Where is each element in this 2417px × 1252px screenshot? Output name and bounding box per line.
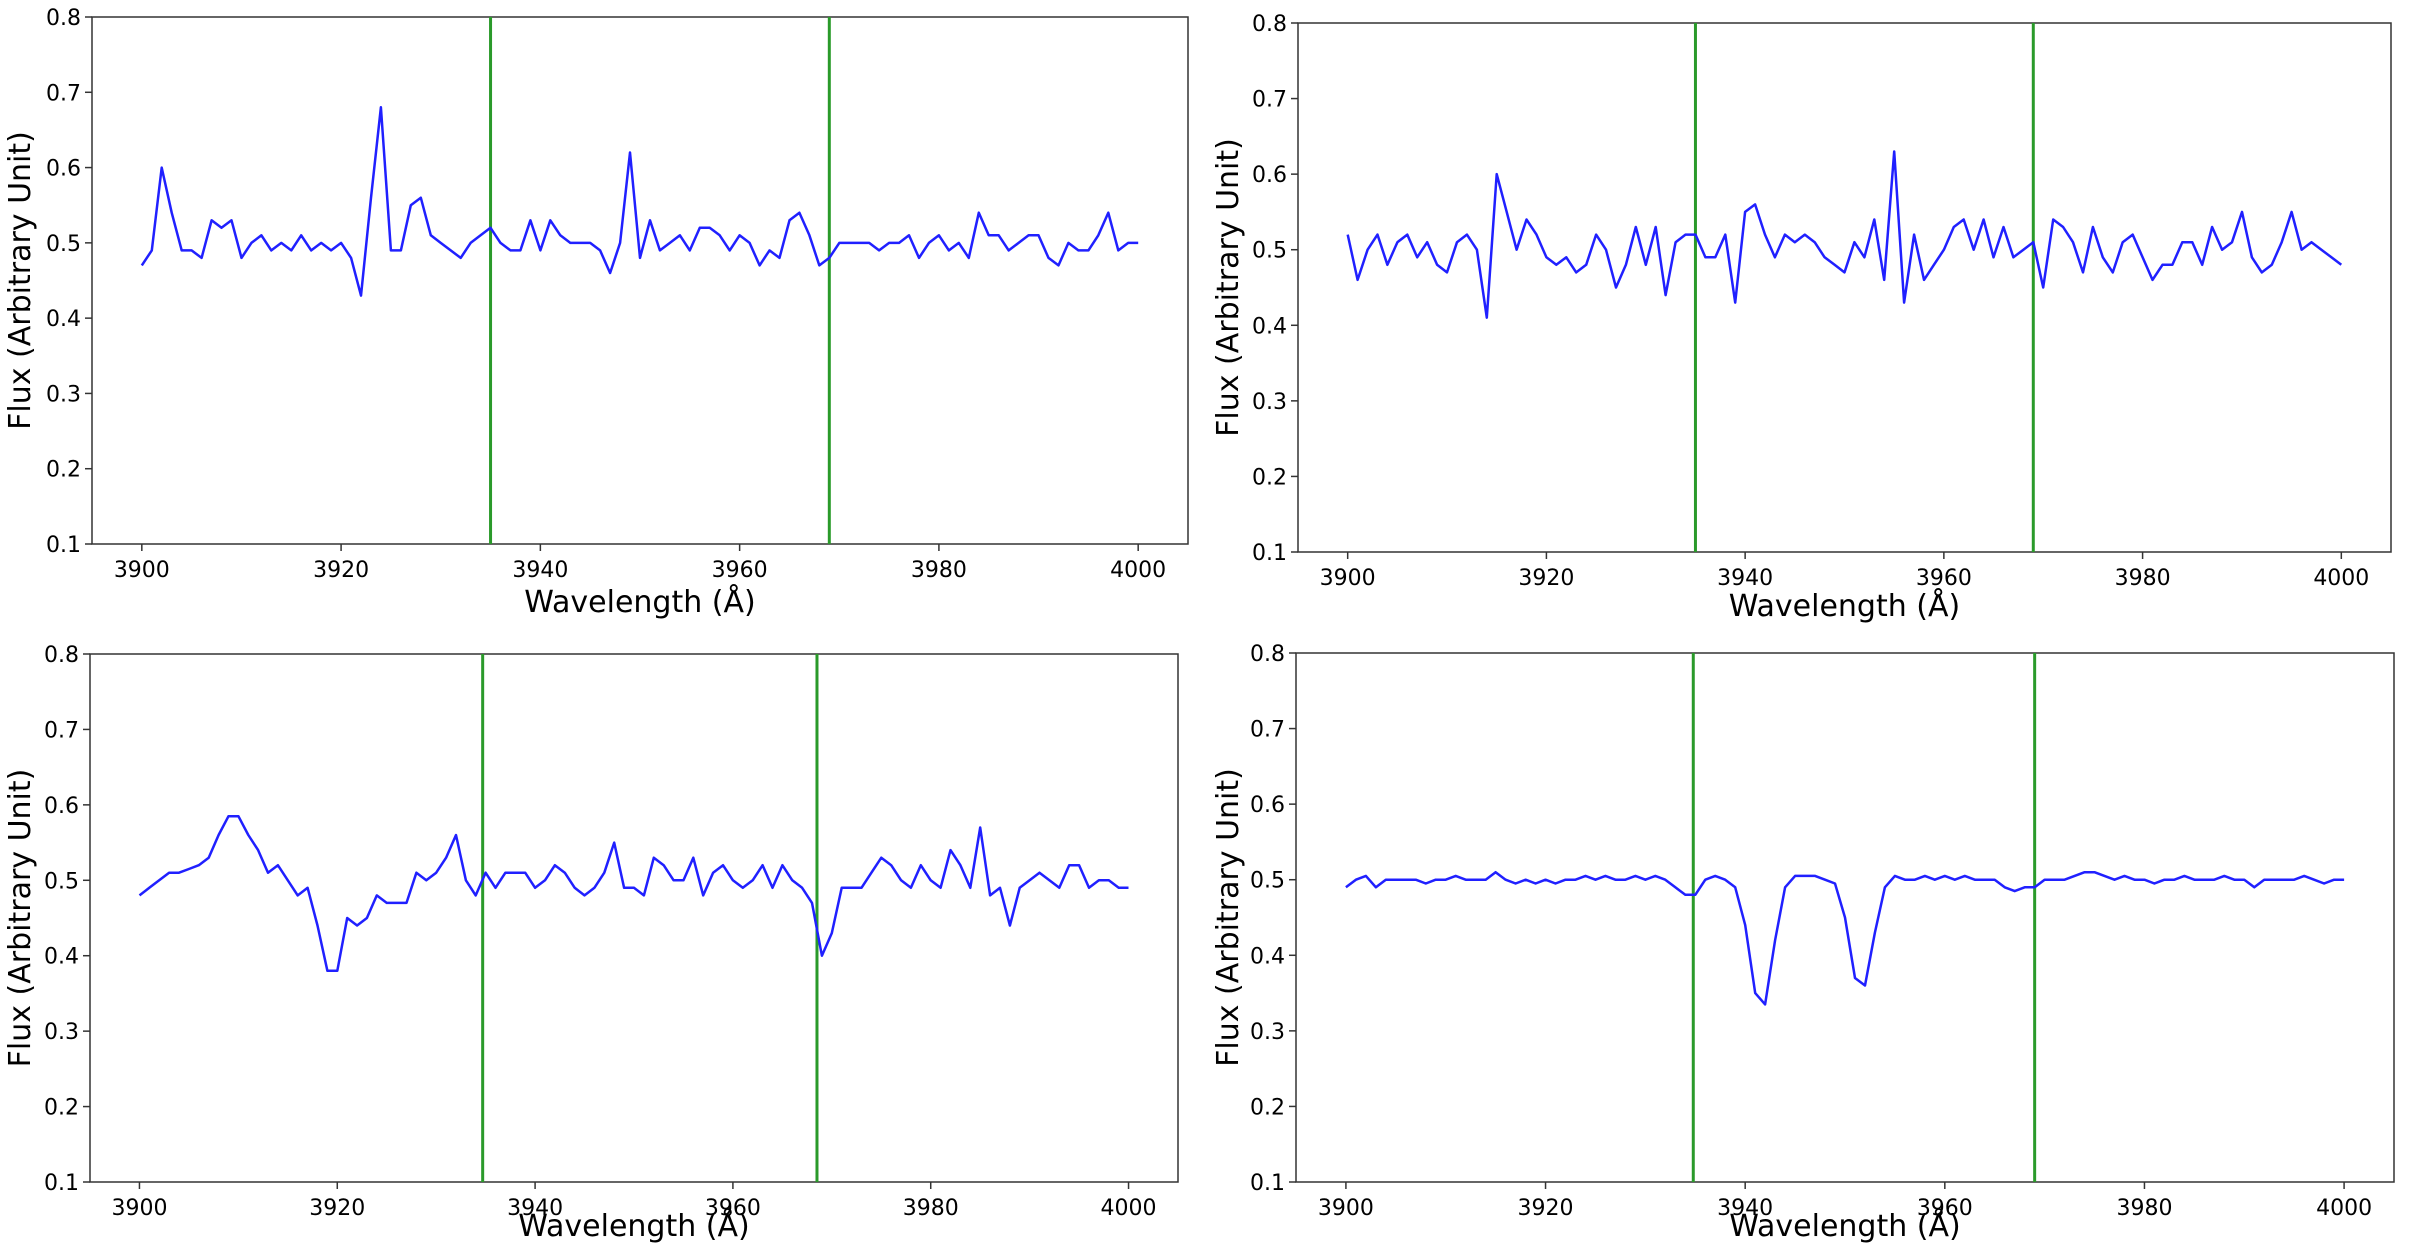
- chart-panel-4: 0.1 0.2 0.3 0.4 0.5 0.6 0.7 0.8 3900 3920 3940 3960…: [1208, 624, 2417, 1248]
- plot-frame: [1297, 22, 2392, 553]
- spectrum-chart-1: 0.1 0.2 0.3 0.4 0.5 0.6 0.7 0.8 3900 3920 3940 3960…: [3, 6, 1189, 620]
- y-tick-label: 0.2: [46, 458, 81, 483]
- x-tick-label: 3900: [114, 558, 170, 583]
- x-tick-label: 3980: [903, 1196, 959, 1221]
- y-tick-label: 0.4: [44, 945, 79, 970]
- plot-frame: [89, 653, 1179, 1183]
- chart-panel-3: 0.1 0.2 0.3 0.4 0.5 0.6 0.7 0.8 3900 3920 3940 3960…: [0, 624, 1208, 1248]
- x-tick-label: 4000: [1101, 1196, 1157, 1221]
- y-tick-label: 0.4: [1250, 944, 1285, 969]
- x-axis-label: Wavelength (Å): [518, 1208, 749, 1244]
- spectrum-line: [140, 106, 1139, 297]
- spectrum-chart-3: 0.1 0.2 0.3 0.4 0.5 0.6 0.7 0.8 3900 3920 3940 3960…: [3, 643, 1179, 1244]
- spectrum-line: [1345, 870, 2345, 1006]
- y-tick-label: 0.7: [44, 718, 79, 743]
- y-tick-label: 0.1: [1252, 541, 1287, 566]
- y-tick-label: 0.1: [1250, 1171, 1285, 1196]
- chart-panel-2: 0.1 0.2 0.3 0.4 0.5 0.6 0.7 0.8 3900 3920 3940 3960…: [1208, 0, 2417, 624]
- y-tick-label: 0.5: [44, 869, 79, 894]
- x-tick-label: 3960: [705, 1196, 761, 1221]
- x-tick-label: 3980: [2116, 1196, 2172, 1221]
- y-tick-label: 0.2: [44, 1096, 79, 1121]
- x-tick-label: 4000: [2316, 1196, 2372, 1221]
- y-tick-label: 0.8: [46, 6, 81, 31]
- y-axis-label: Flux (Arbitrary Unit): [1211, 768, 1246, 1067]
- x-tick-label: 3920: [309, 1196, 365, 1221]
- x-tick-label: 3980: [2115, 566, 2171, 591]
- x-tick-label: 4000: [1110, 558, 1166, 583]
- y-tick-label: 0.4: [1252, 314, 1287, 339]
- y-tick-label: 0.7: [1250, 718, 1285, 743]
- y-axis-label: Flux (Arbitrary Unit): [3, 769, 38, 1068]
- plot-frame: [91, 16, 1189, 545]
- y-tick-label: 0.3: [1250, 1020, 1285, 1045]
- spectrum-line: [1346, 150, 2343, 319]
- y-tick-label: 0.1: [44, 1171, 79, 1196]
- x-axis-label: Wavelength (Å): [1729, 588, 1960, 624]
- x-tick-label: 3900: [111, 1196, 167, 1221]
- spectrum-chart-2: 0.1 0.2 0.3 0.4 0.5 0.6 0.7 0.8 3900 3920 3940 3960…: [1211, 12, 2392, 624]
- y-tick-label: 0.7: [46, 81, 81, 106]
- y-tick-label: 0.2: [1250, 1095, 1285, 1120]
- y-tick-label: 0.4: [46, 307, 81, 332]
- y-tick-label: 0.2: [1252, 465, 1287, 490]
- x-tick-label: 3940: [512, 558, 568, 583]
- y-tick-label: 0.3: [46, 382, 81, 407]
- x-tick-label: 3920: [1518, 1196, 1574, 1221]
- y-tick-label: 0.1: [46, 533, 81, 558]
- x-tick-label: 3940: [507, 1196, 563, 1221]
- x-tick-label: 3960: [712, 558, 768, 583]
- y-tick-label: 0.8: [1252, 12, 1287, 37]
- y-tick-label: 0.8: [1250, 642, 1285, 667]
- y-tick-label: 0.8: [44, 643, 79, 668]
- y-tick-label: 0.6: [1252, 163, 1287, 188]
- y-tick-label: 0.5: [1250, 869, 1285, 894]
- y-tick-label: 0.6: [44, 794, 79, 819]
- y-axis-label: Flux (Arbitrary Unit): [1211, 138, 1246, 437]
- spectrum-line: [138, 814, 1129, 973]
- x-tick-label: 3900: [1320, 566, 1376, 591]
- x-axis-label: Wavelength (Å): [524, 584, 755, 620]
- chart-panel-1: 0.1 0.2 0.3 0.4 0.5 0.6 0.7 0.8 3900 3920 3940 3960…: [0, 0, 1208, 624]
- x-tick-label: 3960: [1917, 1196, 1973, 1221]
- x-tick-label: 3940: [1717, 566, 1773, 591]
- y-tick-label: 0.5: [1252, 239, 1287, 264]
- y-tick-label: 0.7: [1252, 88, 1287, 113]
- y-tick-label: 0.6: [46, 157, 81, 182]
- x-tick-label: 3980: [911, 558, 967, 583]
- x-tick-label: 3960: [1916, 566, 1972, 591]
- y-tick-label: 0.5: [46, 232, 81, 257]
- y-tick-label: 0.3: [44, 1020, 79, 1045]
- y-axis-label: Flux (Arbitrary Unit): [3, 131, 38, 430]
- y-tick-label: 0.6: [1250, 793, 1285, 818]
- x-axis-label: Wavelength (Å): [1729, 1208, 1960, 1244]
- x-tick-label: 3920: [313, 558, 369, 583]
- x-tick-label: 3940: [1717, 1196, 1773, 1221]
- x-tick-label: 3920: [1518, 566, 1574, 591]
- plot-frame: [1295, 652, 2395, 1183]
- x-tick-label: 3900: [1318, 1196, 1374, 1221]
- spectrum-chart-4: 0.1 0.2 0.3 0.4 0.5 0.6 0.7 0.8 3900 3920 3940 3960…: [1211, 642, 2395, 1244]
- x-tick-label: 4000: [2313, 566, 2369, 591]
- y-tick-label: 0.3: [1252, 390, 1287, 415]
